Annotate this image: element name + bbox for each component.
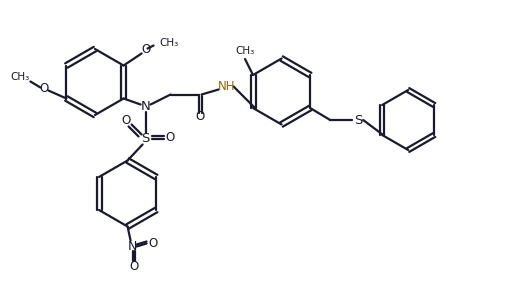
Text: S: S bbox=[142, 132, 150, 145]
Text: N: N bbox=[140, 100, 151, 113]
Text: CH₃: CH₃ bbox=[235, 46, 254, 56]
Text: O: O bbox=[129, 260, 138, 273]
Text: O: O bbox=[40, 82, 49, 95]
Text: O: O bbox=[165, 131, 174, 144]
Text: CH₃: CH₃ bbox=[160, 39, 179, 48]
Text: N: N bbox=[128, 240, 137, 253]
Text: S: S bbox=[354, 114, 363, 126]
Text: O: O bbox=[196, 110, 205, 123]
Text: O: O bbox=[141, 43, 150, 56]
Text: NH: NH bbox=[218, 80, 235, 93]
Text: CH₃: CH₃ bbox=[11, 72, 30, 81]
Text: O: O bbox=[121, 114, 130, 127]
Text: O: O bbox=[148, 237, 157, 250]
